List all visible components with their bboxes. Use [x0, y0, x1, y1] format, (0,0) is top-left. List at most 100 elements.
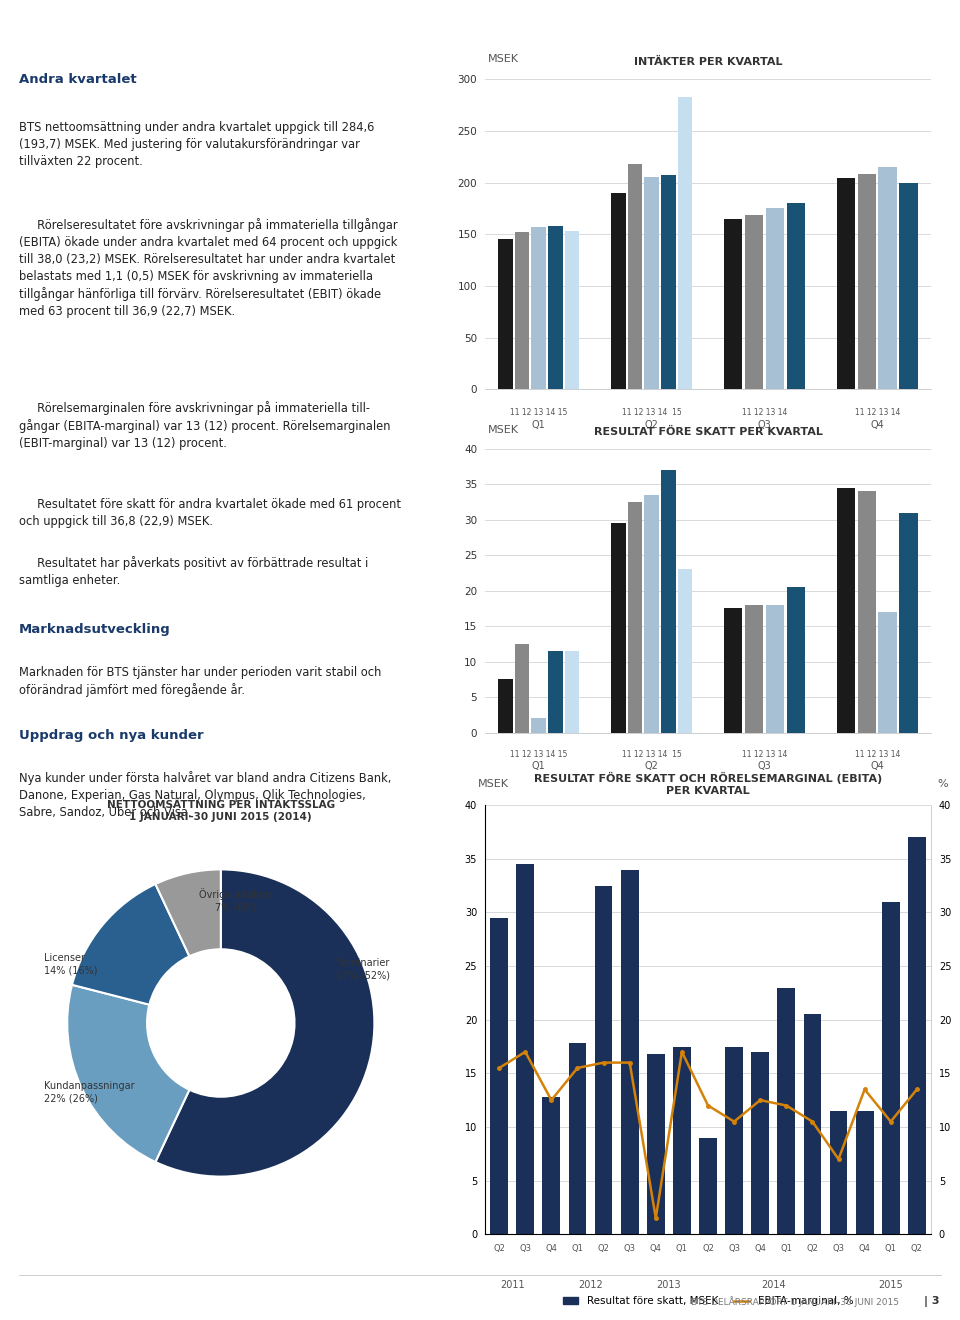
Text: Uppdrag och nya kunder: Uppdrag och nya kunder	[19, 729, 204, 742]
Text: Marknaden för BTS tjänster har under perioden varit stabil och
oförändrad jämför: Marknaden för BTS tjänster har under per…	[19, 665, 381, 697]
Text: Rörelsemarginalen före avskrivningar på immateriella till-
gångar (EBITA-margina: Rörelsemarginalen före avskrivningar på …	[19, 401, 391, 450]
Bar	[611, 193, 626, 389]
Text: Seminarier
57% (52%): Seminarier 57% (52%)	[336, 958, 390, 981]
Bar	[611, 523, 626, 733]
Text: 2015: 2015	[878, 1280, 903, 1290]
Text: Nya kunder under första halvåret var bland andra Citizens Bank,
Danone, Experian: Nya kunder under första halvåret var bla…	[19, 771, 392, 820]
Text: Resultatet har påverkats positivt av förbättrade resultat i
samtliga enheter.: Resultatet har påverkats positivt av för…	[19, 556, 369, 587]
Bar	[516, 865, 534, 1234]
Bar	[644, 495, 659, 733]
Bar	[900, 182, 918, 389]
Text: Q3: Q3	[757, 420, 771, 430]
Bar	[515, 232, 529, 389]
Wedge shape	[67, 985, 189, 1162]
Bar	[766, 209, 784, 389]
Text: 2013: 2013	[657, 1280, 682, 1290]
Bar	[745, 605, 763, 733]
Bar	[857, 491, 876, 733]
Bar	[878, 168, 897, 389]
Bar	[548, 651, 563, 733]
Text: Q4: Q4	[871, 760, 884, 771]
Text: Övriga intäkter
7% (6%): Övriga intäkter 7% (6%)	[200, 888, 273, 912]
Text: MSEK: MSEK	[488, 54, 518, 63]
Text: 11 12 13 14 15: 11 12 13 14 15	[510, 408, 567, 417]
Bar	[882, 902, 900, 1234]
Text: MSEK: MSEK	[478, 779, 509, 789]
Bar	[532, 718, 546, 733]
Bar	[491, 917, 508, 1234]
Wedge shape	[72, 884, 189, 1005]
Title: RESULTAT FÖRE SKATT PER KVARTAL: RESULTAT FÖRE SKATT PER KVARTAL	[593, 426, 823, 437]
Text: | 3: | 3	[924, 1296, 940, 1307]
Bar	[778, 987, 795, 1234]
Text: 11 12 13 14: 11 12 13 14	[742, 750, 787, 759]
Bar	[564, 231, 580, 389]
Text: BTS nettoomsättning under andra kvartalet uppgick till 284,6
(193,7) MSEK. Med j: BTS nettoomsättning under andra kvartale…	[19, 121, 374, 168]
Wedge shape	[156, 870, 221, 956]
Bar	[837, 488, 855, 733]
Bar	[678, 96, 692, 389]
Bar	[628, 164, 642, 389]
Bar	[564, 651, 580, 733]
Text: Q3: Q3	[757, 760, 771, 771]
Text: 11 12 13 14: 11 12 13 14	[742, 408, 787, 417]
Text: Kundanpassningar
22% (26%): Kundanpassningar 22% (26%)	[44, 1081, 134, 1104]
Bar	[724, 609, 742, 733]
Bar	[660, 176, 676, 389]
Bar	[515, 644, 529, 733]
Bar	[628, 502, 642, 733]
Bar	[594, 886, 612, 1234]
Bar	[568, 1043, 587, 1234]
Bar	[804, 1014, 822, 1234]
Bar	[900, 512, 918, 733]
Bar	[673, 1047, 691, 1234]
Text: 2011: 2011	[500, 1280, 524, 1290]
Text: Resultatet före skatt för andra kvartalet ökade med 61 procent
och uppgick till : Resultatet före skatt för andra kvartale…	[19, 498, 401, 528]
Text: Marknadsutveckling: Marknadsutveckling	[19, 623, 171, 636]
Title: RESULTAT FÖRE SKATT OCH RÖRELSEMARGINAL (EBITA)
PER KVARTAL: RESULTAT FÖRE SKATT OCH RÖRELSEMARGINAL …	[534, 772, 882, 796]
Bar	[829, 1111, 848, 1234]
Text: Andra kvartalet: Andra kvartalet	[19, 73, 137, 86]
Bar	[745, 215, 763, 389]
Text: 2012: 2012	[578, 1280, 603, 1290]
Bar	[532, 227, 546, 389]
Bar	[678, 569, 692, 733]
Text: Q1: Q1	[532, 760, 545, 771]
Legend: Resultat före skatt, MSEK, EBITA-marginal, %: Resultat före skatt, MSEK, EBITA-margina…	[559, 1292, 857, 1311]
Bar	[786, 587, 804, 733]
Title: NETTOOMSÄTTNING PER INTÄKTSSLAG
1 JANUARI–30 JUNI 2015 (2014): NETTOOMSÄTTNING PER INTÄKTSSLAG 1 JANUAR…	[107, 800, 335, 822]
Bar	[908, 837, 925, 1234]
Bar	[660, 470, 676, 733]
Text: Q2: Q2	[645, 760, 659, 771]
Bar	[647, 1053, 664, 1234]
Bar	[725, 1047, 743, 1234]
Text: Licenser
14% (16%): Licenser 14% (16%)	[44, 953, 98, 975]
Title: INTÄKTER PER KVARTAL: INTÄKTER PER KVARTAL	[634, 57, 782, 67]
Text: Q1: Q1	[532, 420, 545, 430]
Bar	[766, 605, 784, 733]
Bar	[542, 1097, 561, 1234]
Text: %: %	[938, 779, 948, 789]
Text: Q4: Q4	[871, 420, 884, 430]
Text: MSEK: MSEK	[488, 425, 518, 434]
Bar	[498, 239, 513, 389]
Bar	[855, 1111, 874, 1234]
Text: Rörelseresultatet före avskrivningar på immateriella tillgångar
(EBITA) ökade un: Rörelseresultatet före avskrivningar på …	[19, 218, 397, 318]
Bar	[878, 612, 897, 733]
Bar	[498, 680, 513, 733]
Bar	[621, 870, 638, 1234]
Text: 11 12 13 14  15: 11 12 13 14 15	[622, 408, 682, 417]
Bar	[644, 177, 659, 389]
Wedge shape	[156, 870, 374, 1176]
Text: 11 12 13 14  15: 11 12 13 14 15	[622, 750, 682, 759]
Text: 11 12 13 14 15: 11 12 13 14 15	[510, 750, 567, 759]
Bar	[752, 1052, 769, 1234]
Bar	[837, 178, 855, 389]
Text: 11 12 13 14: 11 12 13 14	[854, 750, 900, 759]
Text: BTS DELÅRSRAPPORT 1 JANUARI–30 JUNI 2015: BTS DELÅRSRAPPORT 1 JANUARI–30 JUNI 2015	[691, 1296, 900, 1307]
Text: Q2: Q2	[645, 420, 659, 430]
Text: 2014: 2014	[761, 1280, 785, 1290]
Text: 11 12 13 14: 11 12 13 14	[854, 408, 900, 417]
Bar	[786, 203, 804, 389]
Bar	[699, 1138, 717, 1234]
